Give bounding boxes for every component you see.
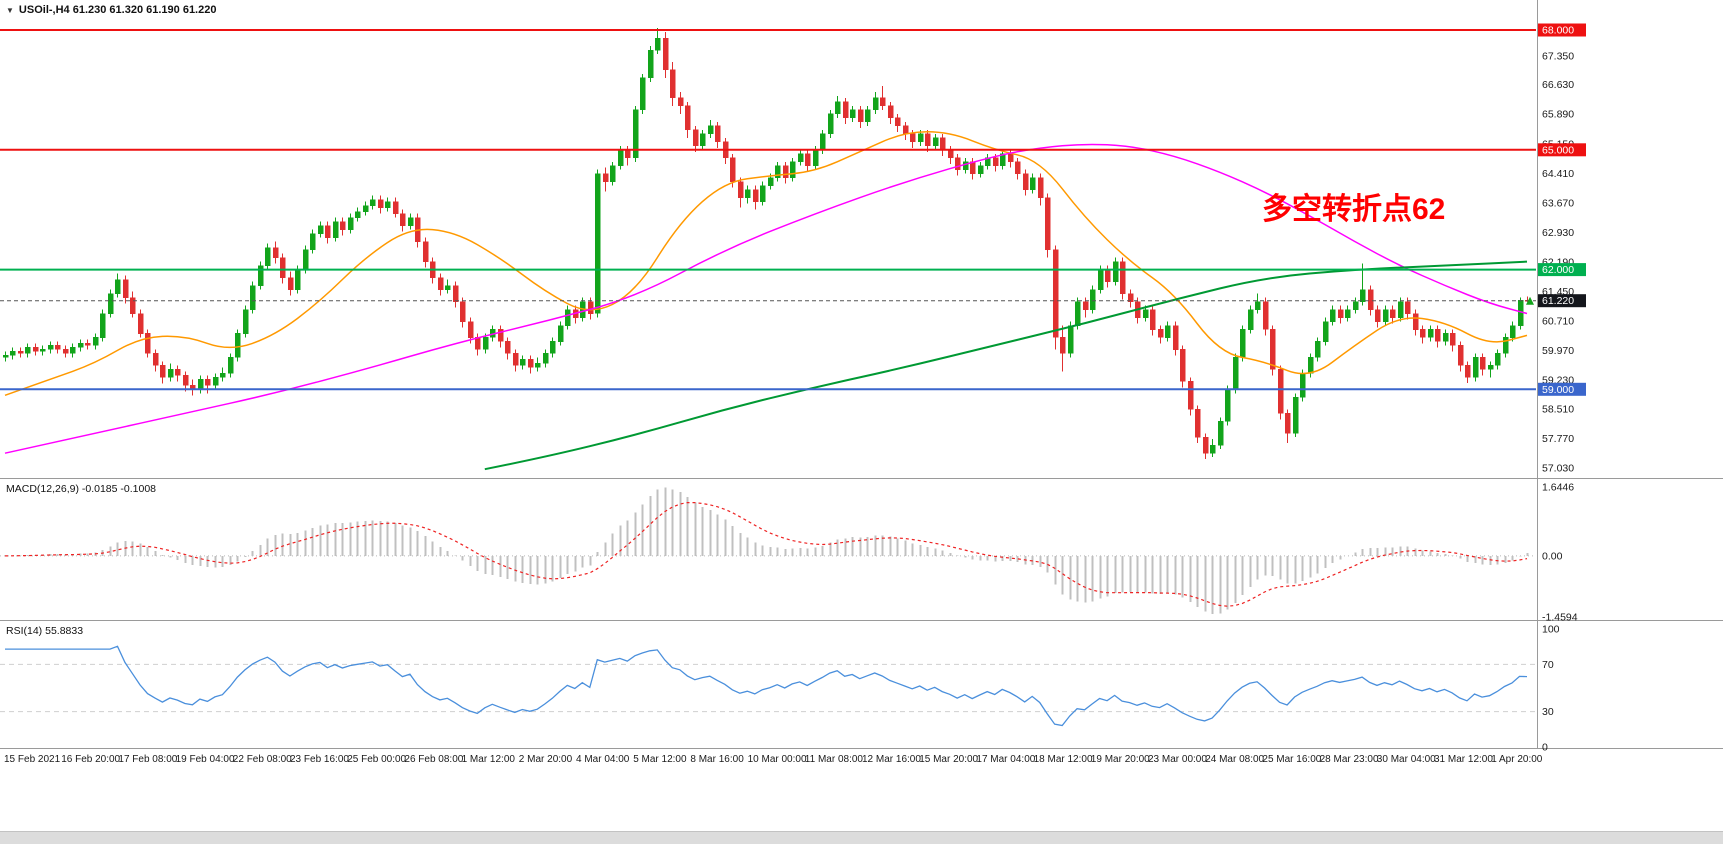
time-axis-label: 8 Mar 16:00 [690,754,744,765]
time-axis-label: 4 Mar 04:00 [576,754,630,765]
rsi-name: RSI(14) [6,625,43,637]
rsi-axis-label: 30 [1542,706,1554,718]
price-badge-68.000 [1538,23,1586,37]
rsi-axis-label: 0 [1542,742,1548,754]
price-badge-65.000-text: 65.000 [1542,144,1574,156]
time-axis-label: 28 Mar 23:00 [1320,754,1379,765]
macd-signal-line [4,502,1528,607]
symbol-label: USOil-,H4 [18,4,70,16]
time-axis-label: 1 Apr 20:00 [1491,754,1543,765]
price-badge-68.000-text: 68.000 [1542,25,1574,37]
time-axis-label: 17 Mar 04:00 [976,754,1035,765]
time-axis-label: 11 Mar 08:00 [805,754,864,765]
rsi-indicator-label: RSI(14) 55.8833 [6,625,83,637]
bid-price-badge [1538,294,1586,308]
time-axis-label: 26 Feb 08:00 [404,754,463,765]
bid-price-badge-text: 61.220 [1542,295,1574,307]
price-axis-label: 65.890 [1542,109,1574,121]
price-axis-label: 63.670 [1542,197,1574,209]
time-axis-label: 23 Feb 16:00 [290,754,349,765]
price-badge-59.000-text: 59.000 [1542,384,1574,396]
time-axis-label: 18 Mar 12:00 [1034,754,1093,765]
time-axis-label: 23 Mar 00:00 [1148,754,1207,765]
annotation-text: 多空转折点62 [1262,193,1446,226]
macd-axis-label: 1.6446 [1542,482,1574,494]
time-axis-label: 15 Mar 20:00 [919,754,978,765]
macd-indicator-label: MACD(12,26,9) -0.0185 -0.1008 [6,483,156,495]
chart-title: ▼ USOil-,H4 61.230 61.320 61.190 61.220 [6,4,216,16]
rsi-value: 55.8833 [45,625,84,637]
macd-axis-label: 0.00 [1542,550,1563,562]
rsi-line [5,645,1528,727]
price-axis-label: 59.970 [1542,345,1574,357]
time-axis-label: 31 Mar 12:00 [1434,754,1493,765]
time-axis-label: 25 Mar 16:00 [1262,754,1321,765]
tick-direction-arrow [1526,296,1534,305]
price-axis-label: 57.030 [1542,462,1574,474]
rsi-axis-label: 70 [1542,659,1554,671]
candles-layer [2,28,1531,460]
ma_orange-line [4,131,1528,397]
time-axis-label: 2 Mar 20:00 [519,754,573,765]
macd-histogram [11,487,1529,615]
ohlc-label: 61.230 61.320 61.190 61.220 [72,4,217,16]
macd-axis-label: -1.4594 [1542,611,1578,623]
price-axis-label: 57.770 [1542,433,1574,445]
time-axis-label: 10 Mar 00:00 [748,754,807,765]
ma_magenta-line [4,143,1528,454]
time-axis-label: 12 Mar 16:00 [862,754,921,765]
price-badge-59.000 [1538,382,1586,396]
time-axis-label: 19 Mar 20:00 [1091,754,1150,765]
time-axis-label: 5 Mar 12:00 [633,754,687,765]
time-axis-label: 25 Feb 00:00 [347,754,406,765]
ma_green-line [484,260,1528,471]
time-axis-label: 1 Mar 12:00 [462,754,516,765]
price-axis-label: 64.410 [1542,168,1574,180]
time-axis-label: 15 Feb 2021 [4,754,61,765]
price-axis-label: 60.710 [1542,316,1574,328]
time-axis-label: 16 Feb 20:00 [61,754,120,765]
macd-values: -0.0185 -0.1008 [81,483,157,495]
time-axis-label: 30 Mar 04:00 [1377,754,1436,765]
symbol-dropdown-icon[interactable]: ▼ [6,5,14,15]
price-axis-label: 62.930 [1542,227,1574,239]
time-axis-label: 24 Mar 08:00 [1205,754,1264,765]
time-axis-label: 19 Feb 04:00 [176,754,235,765]
price-badge-62.000 [1538,263,1586,277]
price-badge-65.000 [1538,143,1586,157]
horizontal-scrollbar[interactable] [0,831,1723,844]
rsi-axis-label: 100 [1542,624,1560,636]
price-axis-label: 58.510 [1542,403,1574,415]
time-axis-label: 17 Feb 08:00 [118,754,177,765]
price-badge-62.000-text: 62.000 [1542,264,1574,276]
price-axis-label: 66.630 [1542,79,1574,91]
macd-name: MACD(12,26,9) [6,483,79,495]
time-axis-label: 22 Feb 08:00 [233,754,292,765]
price-axis-label: 67.350 [1542,50,1574,62]
